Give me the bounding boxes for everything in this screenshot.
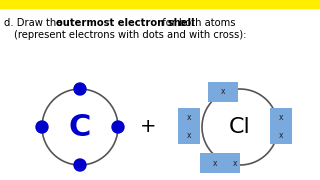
Text: x: x [187, 132, 191, 141]
Text: for both atoms: for both atoms [159, 18, 236, 28]
Text: x: x [279, 114, 283, 123]
Text: +: + [140, 118, 156, 136]
Bar [178, 108, 200, 144]
Text: Cl: Cl [229, 117, 251, 137]
Bar [200, 153, 240, 173]
Text: x: x [279, 132, 283, 141]
Circle shape [36, 121, 48, 133]
Circle shape [112, 121, 124, 133]
Text: x: x [221, 87, 225, 96]
Text: x: x [233, 159, 237, 168]
Circle shape [74, 159, 86, 171]
Bar [0, 0, 320, 8]
Text: x: x [213, 159, 217, 168]
Text: x: x [187, 114, 191, 123]
Bar [208, 82, 238, 102]
Circle shape [74, 83, 86, 95]
Text: (represent electrons with dots and with cross):: (represent electrons with dots and with … [14, 30, 246, 40]
Text: C: C [69, 112, 91, 141]
Bar [270, 108, 292, 144]
Text: d. Draw the: d. Draw the [4, 18, 66, 28]
Text: outermost electron shell: outermost electron shell [56, 18, 195, 28]
